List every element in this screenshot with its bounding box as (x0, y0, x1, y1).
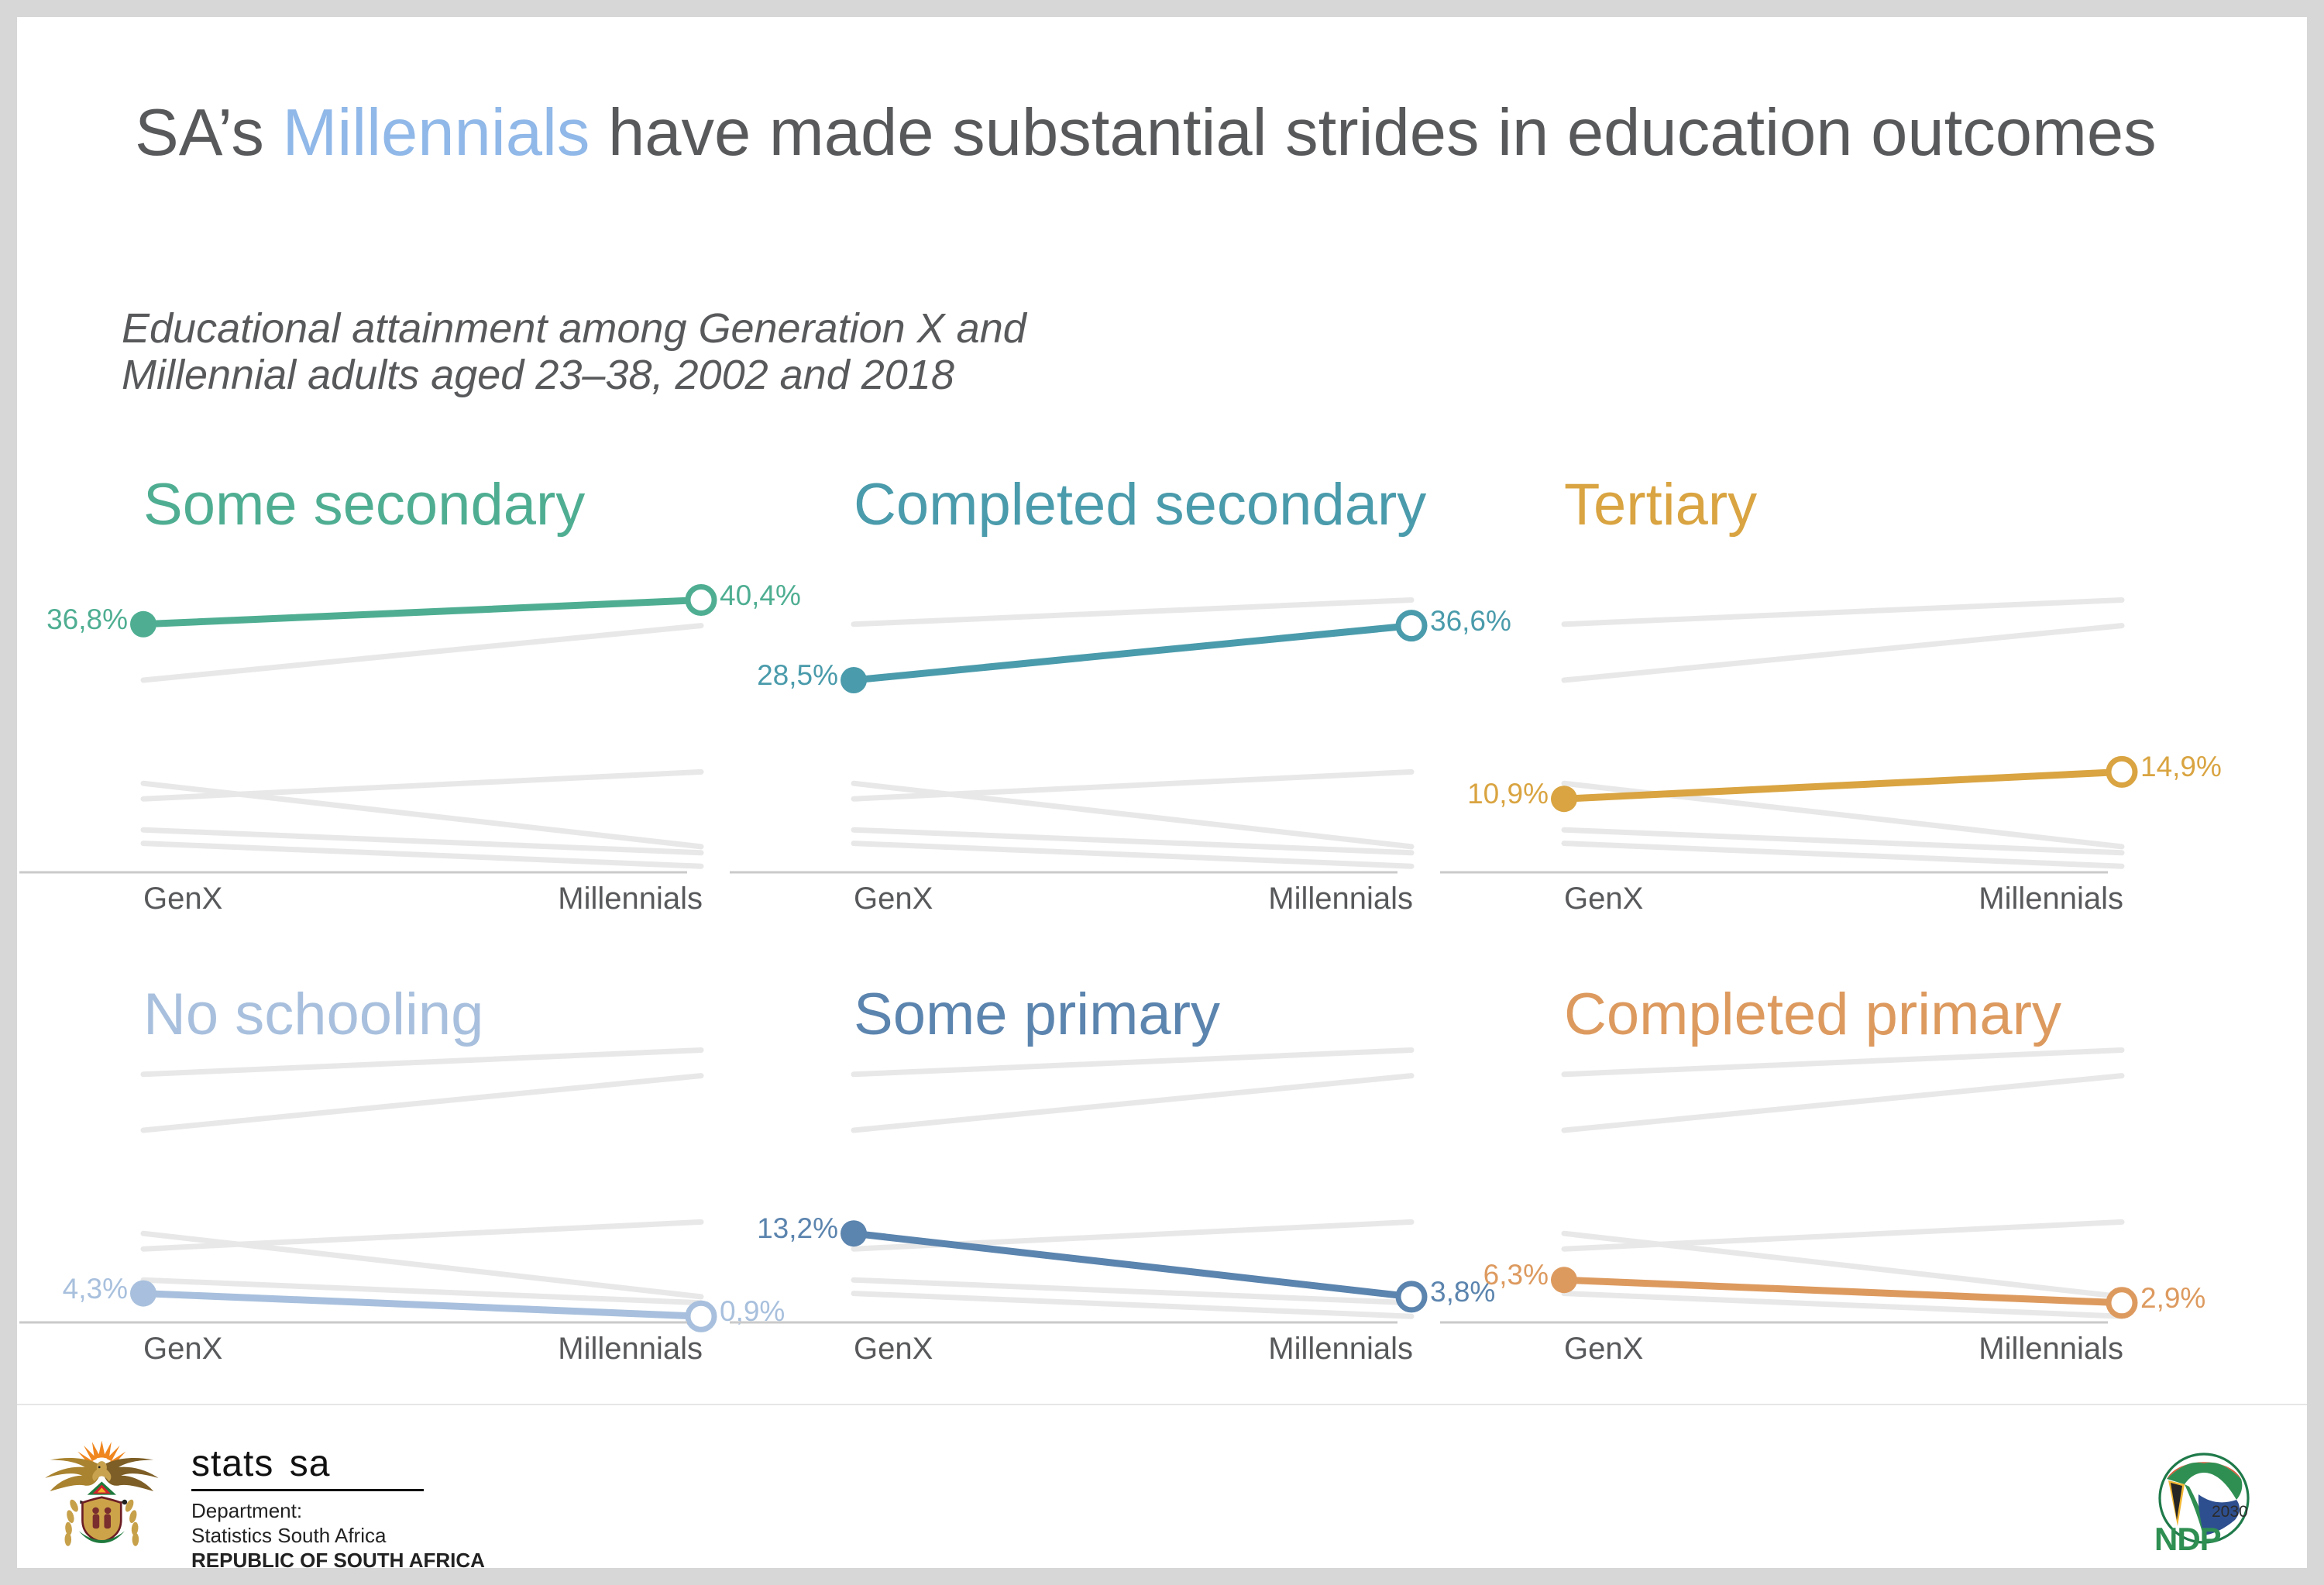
svg-text:NDP: NDP (2154, 1521, 2221, 1557)
svg-text:2030: 2030 (2212, 1503, 2248, 1521)
